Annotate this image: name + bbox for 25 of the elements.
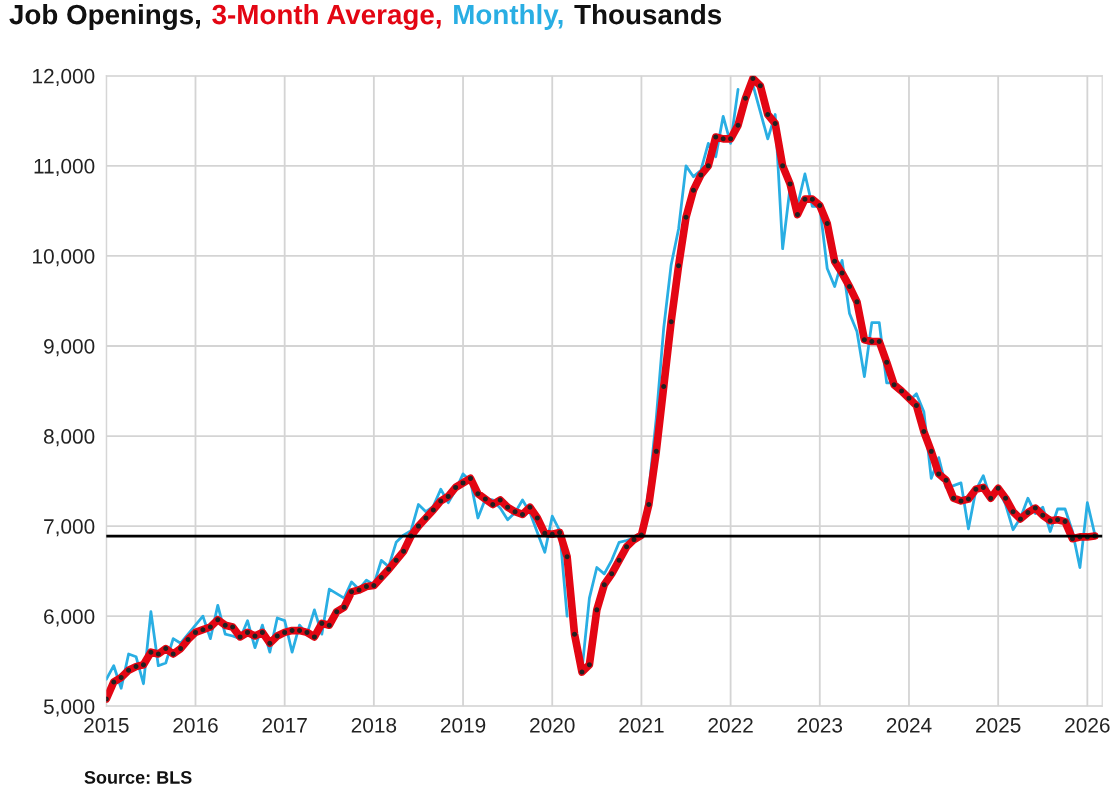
x-tick-label: 2022 [708, 717, 753, 733]
x-tick-label: 2024 [886, 717, 932, 733]
x-tick-label: 2020 [530, 717, 575, 733]
x-tick-label: 2025 [976, 717, 1021, 733]
y-tick-label: 9,000 [44, 338, 95, 357]
y-tick-label: 12,000 [33, 68, 95, 87]
y-tick-label: 6,000 [44, 609, 95, 627]
chart-title: Job Openings, [9, 3, 201, 31]
x-tick-label: 2021 [619, 717, 664, 733]
x-tick-label: 2019 [440, 717, 486, 733]
x-tick-label: 2018 [351, 717, 397, 733]
text: Monthly, [454, 3, 563, 30]
text: 3-Month Average, [212, 3, 441, 31]
y-tick-label: 10,000 [33, 248, 95, 267]
y-tick-label: 7,000 [44, 519, 95, 537]
x-tick-label: 2016 [173, 717, 218, 733]
y-tick-label: 5,000 [43, 699, 95, 717]
x-tick-label: 2017 [262, 717, 307, 733]
y-tick-label: 8,000 [43, 429, 95, 447]
x-tick-label: 2026 [1065, 717, 1110, 733]
y-tick-label: 11,000 [34, 158, 95, 177]
x-tick-label: 2015 [84, 717, 129, 733]
x-tick-label: 2023 [797, 717, 843, 733]
chart-subtitle: Thousands [574, 3, 722, 25]
source-note: Source: BLS [84, 771, 192, 784]
